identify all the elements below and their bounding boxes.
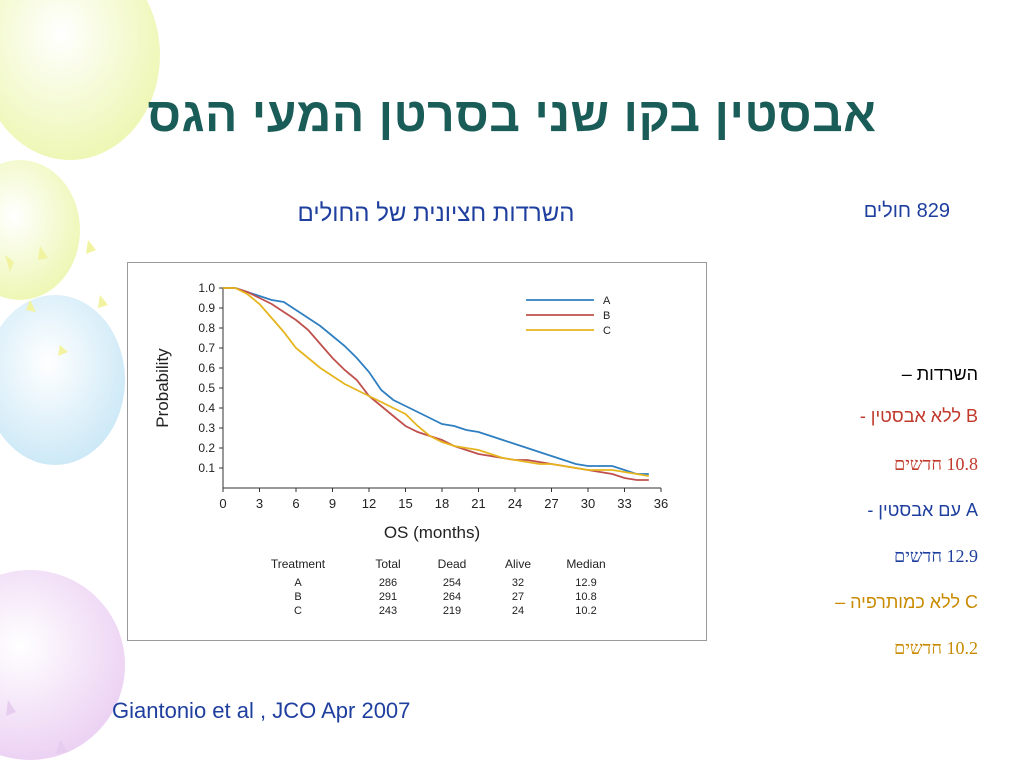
- table-cell: 12.9: [575, 577, 596, 589]
- y-tick-label: 0.6: [198, 361, 215, 375]
- table-cell: 219: [443, 605, 461, 617]
- table-header: Treatment: [271, 557, 326, 571]
- x-tick-label: 24: [508, 496, 522, 511]
- legend-label-c: C: [603, 325, 611, 337]
- sparkle-rays-purple: [6, 700, 68, 754]
- survival-chart: 1.0 0.9 0.8 0.7 0.6 0.5 0.4 0.3 0.2 0.1 0 3 6 9 12 15 18…: [127, 262, 707, 641]
- side-note-c-median: 10.2 חדשים: [678, 638, 978, 659]
- side-note-text: 10.8 חדשים: [893, 454, 978, 474]
- side-note-text: C ללא כמותרפיה –: [835, 592, 978, 612]
- table-header: Dead: [438, 557, 467, 571]
- y-tick-label: 0.8: [198, 321, 215, 335]
- y-tick-label: 0.1: [198, 461, 215, 475]
- side-note-text: A עם אבסטין -: [867, 500, 978, 520]
- table-cell: 10.2: [575, 605, 596, 617]
- x-tick-label: 30: [581, 496, 595, 511]
- x-tick-label: 3: [256, 496, 263, 511]
- patients-count: 829 חולים: [863, 200, 950, 222]
- side-note-a: A עם אבסטין -: [678, 500, 978, 521]
- balloon-blue: [0, 295, 125, 465]
- x-tick-label: 9: [329, 496, 336, 511]
- x-tick-label: 15: [398, 496, 412, 511]
- series-line-c: [223, 287, 649, 477]
- table-cell: 27: [512, 591, 524, 603]
- table-cell: 286: [379, 577, 397, 589]
- x-tick-label: 33: [617, 496, 631, 511]
- side-note-c: C ללא כמותרפיה –: [678, 592, 978, 613]
- balloon-yellow-top: [0, 0, 160, 160]
- side-note-b: B ללא אבסטין -: [678, 406, 978, 427]
- y-tick-label: 1.0: [198, 281, 215, 295]
- survival-chart-svg: 1.00.90.80.70.60.50.40.30.20.10 3 6 9 12 15 18…: [153, 281, 668, 617]
- chart-heading: השרדות חציונית של החולים: [297, 200, 575, 227]
- x-tick-label: 18: [435, 496, 449, 511]
- x-tick-label: 0: [219, 496, 226, 511]
- y-tick-label: 0.3: [198, 421, 215, 435]
- table-cell: 264: [443, 591, 461, 603]
- balloon-purple: [0, 570, 125, 760]
- series-line-a: [223, 287, 649, 475]
- sparkle-rays: [5, 240, 108, 356]
- balloon-yellow-mid: [0, 160, 80, 300]
- table-cell: C: [294, 605, 302, 617]
- side-note-b-median: 10.8 חדשים: [678, 454, 978, 475]
- side-note-text: B ללא אבסטין -: [859, 406, 978, 426]
- legend-label-b: B: [603, 310, 610, 322]
- side-note-text: 12.9 חדשים: [893, 546, 978, 566]
- side-note-text: השרדות –: [901, 364, 978, 384]
- y-axis-label: Probability: [153, 348, 172, 428]
- table-header: Alive: [505, 557, 531, 571]
- y-tick-label: 0.9: [198, 301, 215, 315]
- x-tick-label: 36: [654, 496, 668, 511]
- table-cell: 10.8: [575, 591, 596, 603]
- table-cell: 291: [379, 591, 397, 603]
- y-tick-label: 0.2: [198, 441, 215, 455]
- series-line-b: [223, 287, 649, 481]
- table-cell: A: [294, 577, 302, 589]
- table-cell: 254: [443, 577, 461, 589]
- table-cell: 243: [379, 605, 397, 617]
- x-tick-label: 6: [292, 496, 299, 511]
- x-tick-label: 12: [362, 496, 376, 511]
- slide-title: אבסטין בקו שני בסרטן המעי הגס: [147, 89, 877, 142]
- table-cell: B: [294, 591, 301, 603]
- table-header: Total: [375, 557, 400, 571]
- y-tick-label: 0.4: [198, 401, 215, 415]
- table-cell: 24: [512, 605, 524, 617]
- side-note-text: 10.2 חדשים: [893, 638, 978, 658]
- table-cell: 32: [512, 577, 524, 589]
- citation: Giantonio et al , JCO Apr 2007: [112, 698, 411, 723]
- x-tick-label: 27: [544, 496, 558, 511]
- x-tick-label: 21: [471, 496, 485, 511]
- x-axis-label: OS (months): [384, 523, 480, 542]
- table-header: Median: [566, 557, 605, 571]
- legend-label-a: A: [603, 295, 611, 307]
- y-tick-label: 0.5: [198, 381, 215, 395]
- y-tick-label: 0.7: [198, 341, 215, 355]
- side-note-survival: השרדות –: [678, 364, 978, 385]
- side-note-a-median: 12.9 חדשים: [678, 546, 978, 567]
